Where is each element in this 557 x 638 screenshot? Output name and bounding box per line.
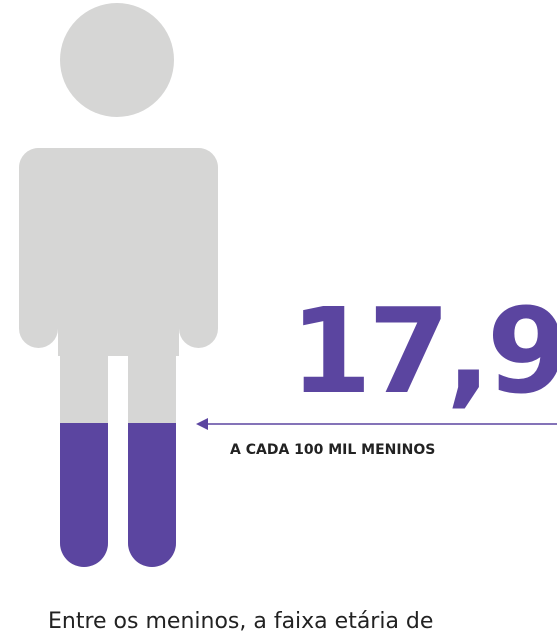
torso <box>58 160 179 356</box>
left-leg-fill <box>60 423 108 567</box>
right-leg-fill <box>128 423 176 567</box>
body-text: Entre os meninos, a faixa etária de <box>48 609 433 634</box>
highlight <box>60 423 176 567</box>
left-arm <box>19 148 58 348</box>
caption: A CADA 100 MIL MENINOS <box>230 442 435 458</box>
person-figure <box>19 3 218 567</box>
right-arm <box>179 148 218 348</box>
arrow-head <box>196 418 208 430</box>
head <box>60 3 174 117</box>
value: 17,9 <box>290 282 557 420</box>
